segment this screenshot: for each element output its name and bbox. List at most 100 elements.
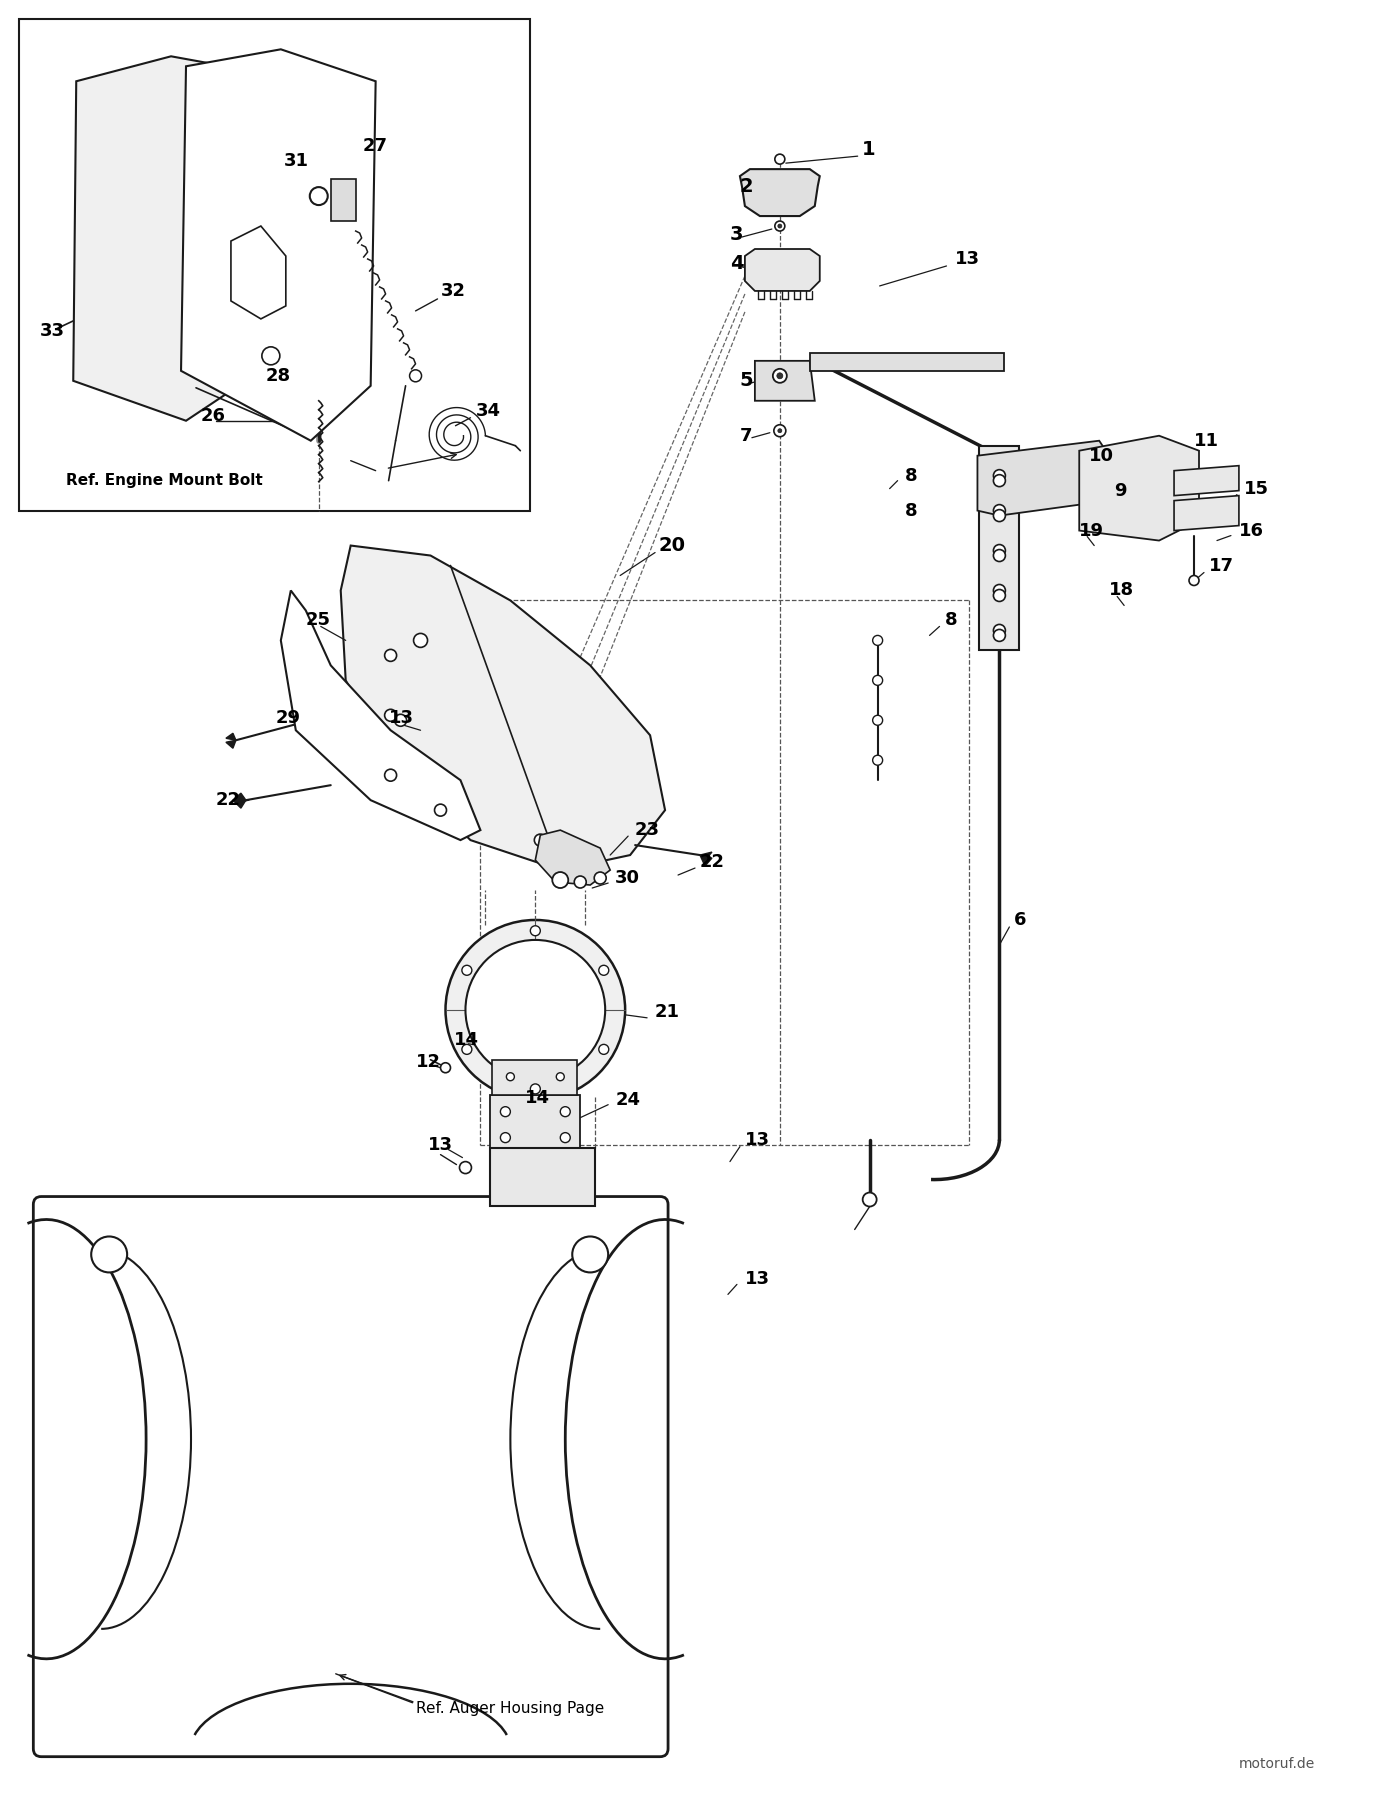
- Circle shape: [598, 965, 608, 976]
- Polygon shape: [979, 446, 1020, 650]
- Text: 10: 10: [1089, 446, 1115, 464]
- Polygon shape: [280, 590, 480, 841]
- Text: 3: 3: [730, 225, 744, 243]
- Circle shape: [993, 504, 1006, 517]
- Circle shape: [561, 1132, 571, 1143]
- Circle shape: [594, 871, 607, 884]
- Polygon shape: [1175, 466, 1239, 495]
- Polygon shape: [536, 830, 610, 886]
- Circle shape: [459, 1161, 472, 1174]
- Polygon shape: [331, 180, 356, 221]
- Bar: [492, 1060, 578, 1094]
- Text: 2: 2: [739, 176, 753, 196]
- Text: Ref. Auger Housing Page: Ref. Auger Housing Page: [416, 1701, 604, 1715]
- Circle shape: [777, 373, 783, 378]
- Text: 4: 4: [730, 254, 744, 274]
- Text: 19: 19: [1080, 522, 1105, 540]
- Circle shape: [385, 769, 396, 781]
- Circle shape: [993, 625, 1006, 637]
- Text: 5: 5: [739, 371, 753, 391]
- Circle shape: [873, 675, 883, 686]
- Circle shape: [413, 634, 427, 648]
- Polygon shape: [42, 1204, 660, 1748]
- Text: motoruf.de: motoruf.de: [1239, 1757, 1315, 1771]
- Circle shape: [262, 347, 280, 365]
- Circle shape: [385, 650, 396, 661]
- Circle shape: [993, 470, 1006, 482]
- Text: 22: 22: [700, 853, 725, 871]
- Circle shape: [993, 475, 1006, 486]
- Text: 8: 8: [904, 466, 917, 484]
- FancyBboxPatch shape: [33, 1197, 668, 1757]
- Circle shape: [434, 805, 446, 815]
- Text: 24: 24: [615, 1091, 640, 1109]
- Circle shape: [506, 1073, 515, 1080]
- Circle shape: [993, 545, 1006, 556]
- Polygon shape: [233, 794, 246, 801]
- Text: 23: 23: [635, 821, 660, 839]
- Bar: [491, 1148, 596, 1206]
- Circle shape: [862, 1193, 876, 1206]
- Text: 30: 30: [615, 869, 640, 887]
- Text: 33: 33: [39, 322, 64, 340]
- Polygon shape: [74, 56, 280, 421]
- Circle shape: [91, 1237, 127, 1273]
- Polygon shape: [1175, 495, 1239, 531]
- Text: 13: 13: [745, 1130, 770, 1148]
- Polygon shape: [226, 733, 236, 740]
- Text: 14: 14: [526, 1089, 551, 1107]
- Circle shape: [778, 428, 781, 432]
- Circle shape: [873, 715, 883, 725]
- Circle shape: [873, 635, 883, 646]
- Polygon shape: [739, 169, 820, 216]
- Text: 27: 27: [363, 137, 388, 155]
- Text: 32: 32: [441, 283, 466, 301]
- Text: 22: 22: [216, 792, 241, 810]
- Circle shape: [552, 871, 568, 887]
- Circle shape: [993, 589, 1006, 601]
- Circle shape: [774, 155, 785, 164]
- Polygon shape: [700, 851, 711, 860]
- Text: 8: 8: [904, 502, 917, 520]
- Text: 15: 15: [1244, 479, 1269, 497]
- Circle shape: [395, 715, 406, 725]
- Circle shape: [561, 1107, 571, 1116]
- Text: Ref. Engine Mount Bolt: Ref. Engine Mount Bolt: [66, 473, 264, 488]
- Circle shape: [993, 630, 1006, 641]
- Text: 13: 13: [954, 250, 979, 268]
- Text: 31: 31: [283, 153, 308, 171]
- Polygon shape: [226, 740, 236, 749]
- Text: 20: 20: [658, 536, 685, 554]
- Bar: [491, 1094, 580, 1150]
- Text: 7: 7: [739, 427, 752, 445]
- Circle shape: [410, 369, 421, 382]
- Polygon shape: [1080, 436, 1198, 540]
- Polygon shape: [232, 227, 286, 319]
- Circle shape: [598, 1044, 608, 1055]
- Circle shape: [385, 709, 396, 722]
- Circle shape: [441, 1062, 451, 1073]
- Text: 17: 17: [1209, 556, 1235, 574]
- Polygon shape: [340, 545, 665, 869]
- Text: 9: 9: [1115, 482, 1127, 500]
- Circle shape: [501, 1132, 511, 1143]
- Polygon shape: [700, 855, 711, 866]
- Text: 28: 28: [266, 367, 292, 385]
- Circle shape: [501, 1107, 511, 1116]
- Circle shape: [873, 756, 883, 765]
- Circle shape: [445, 920, 625, 1100]
- Circle shape: [773, 369, 787, 383]
- Text: 29: 29: [276, 709, 301, 727]
- Text: 14: 14: [453, 1031, 478, 1049]
- Polygon shape: [233, 801, 246, 808]
- Circle shape: [774, 425, 785, 437]
- Circle shape: [778, 223, 781, 229]
- Circle shape: [462, 1044, 472, 1055]
- Text: 25: 25: [306, 612, 331, 630]
- Circle shape: [530, 925, 540, 936]
- Text: 34: 34: [476, 401, 501, 419]
- Text: 21: 21: [656, 1003, 681, 1021]
- Circle shape: [462, 965, 472, 976]
- Polygon shape: [745, 248, 820, 292]
- Text: 1: 1: [862, 140, 875, 158]
